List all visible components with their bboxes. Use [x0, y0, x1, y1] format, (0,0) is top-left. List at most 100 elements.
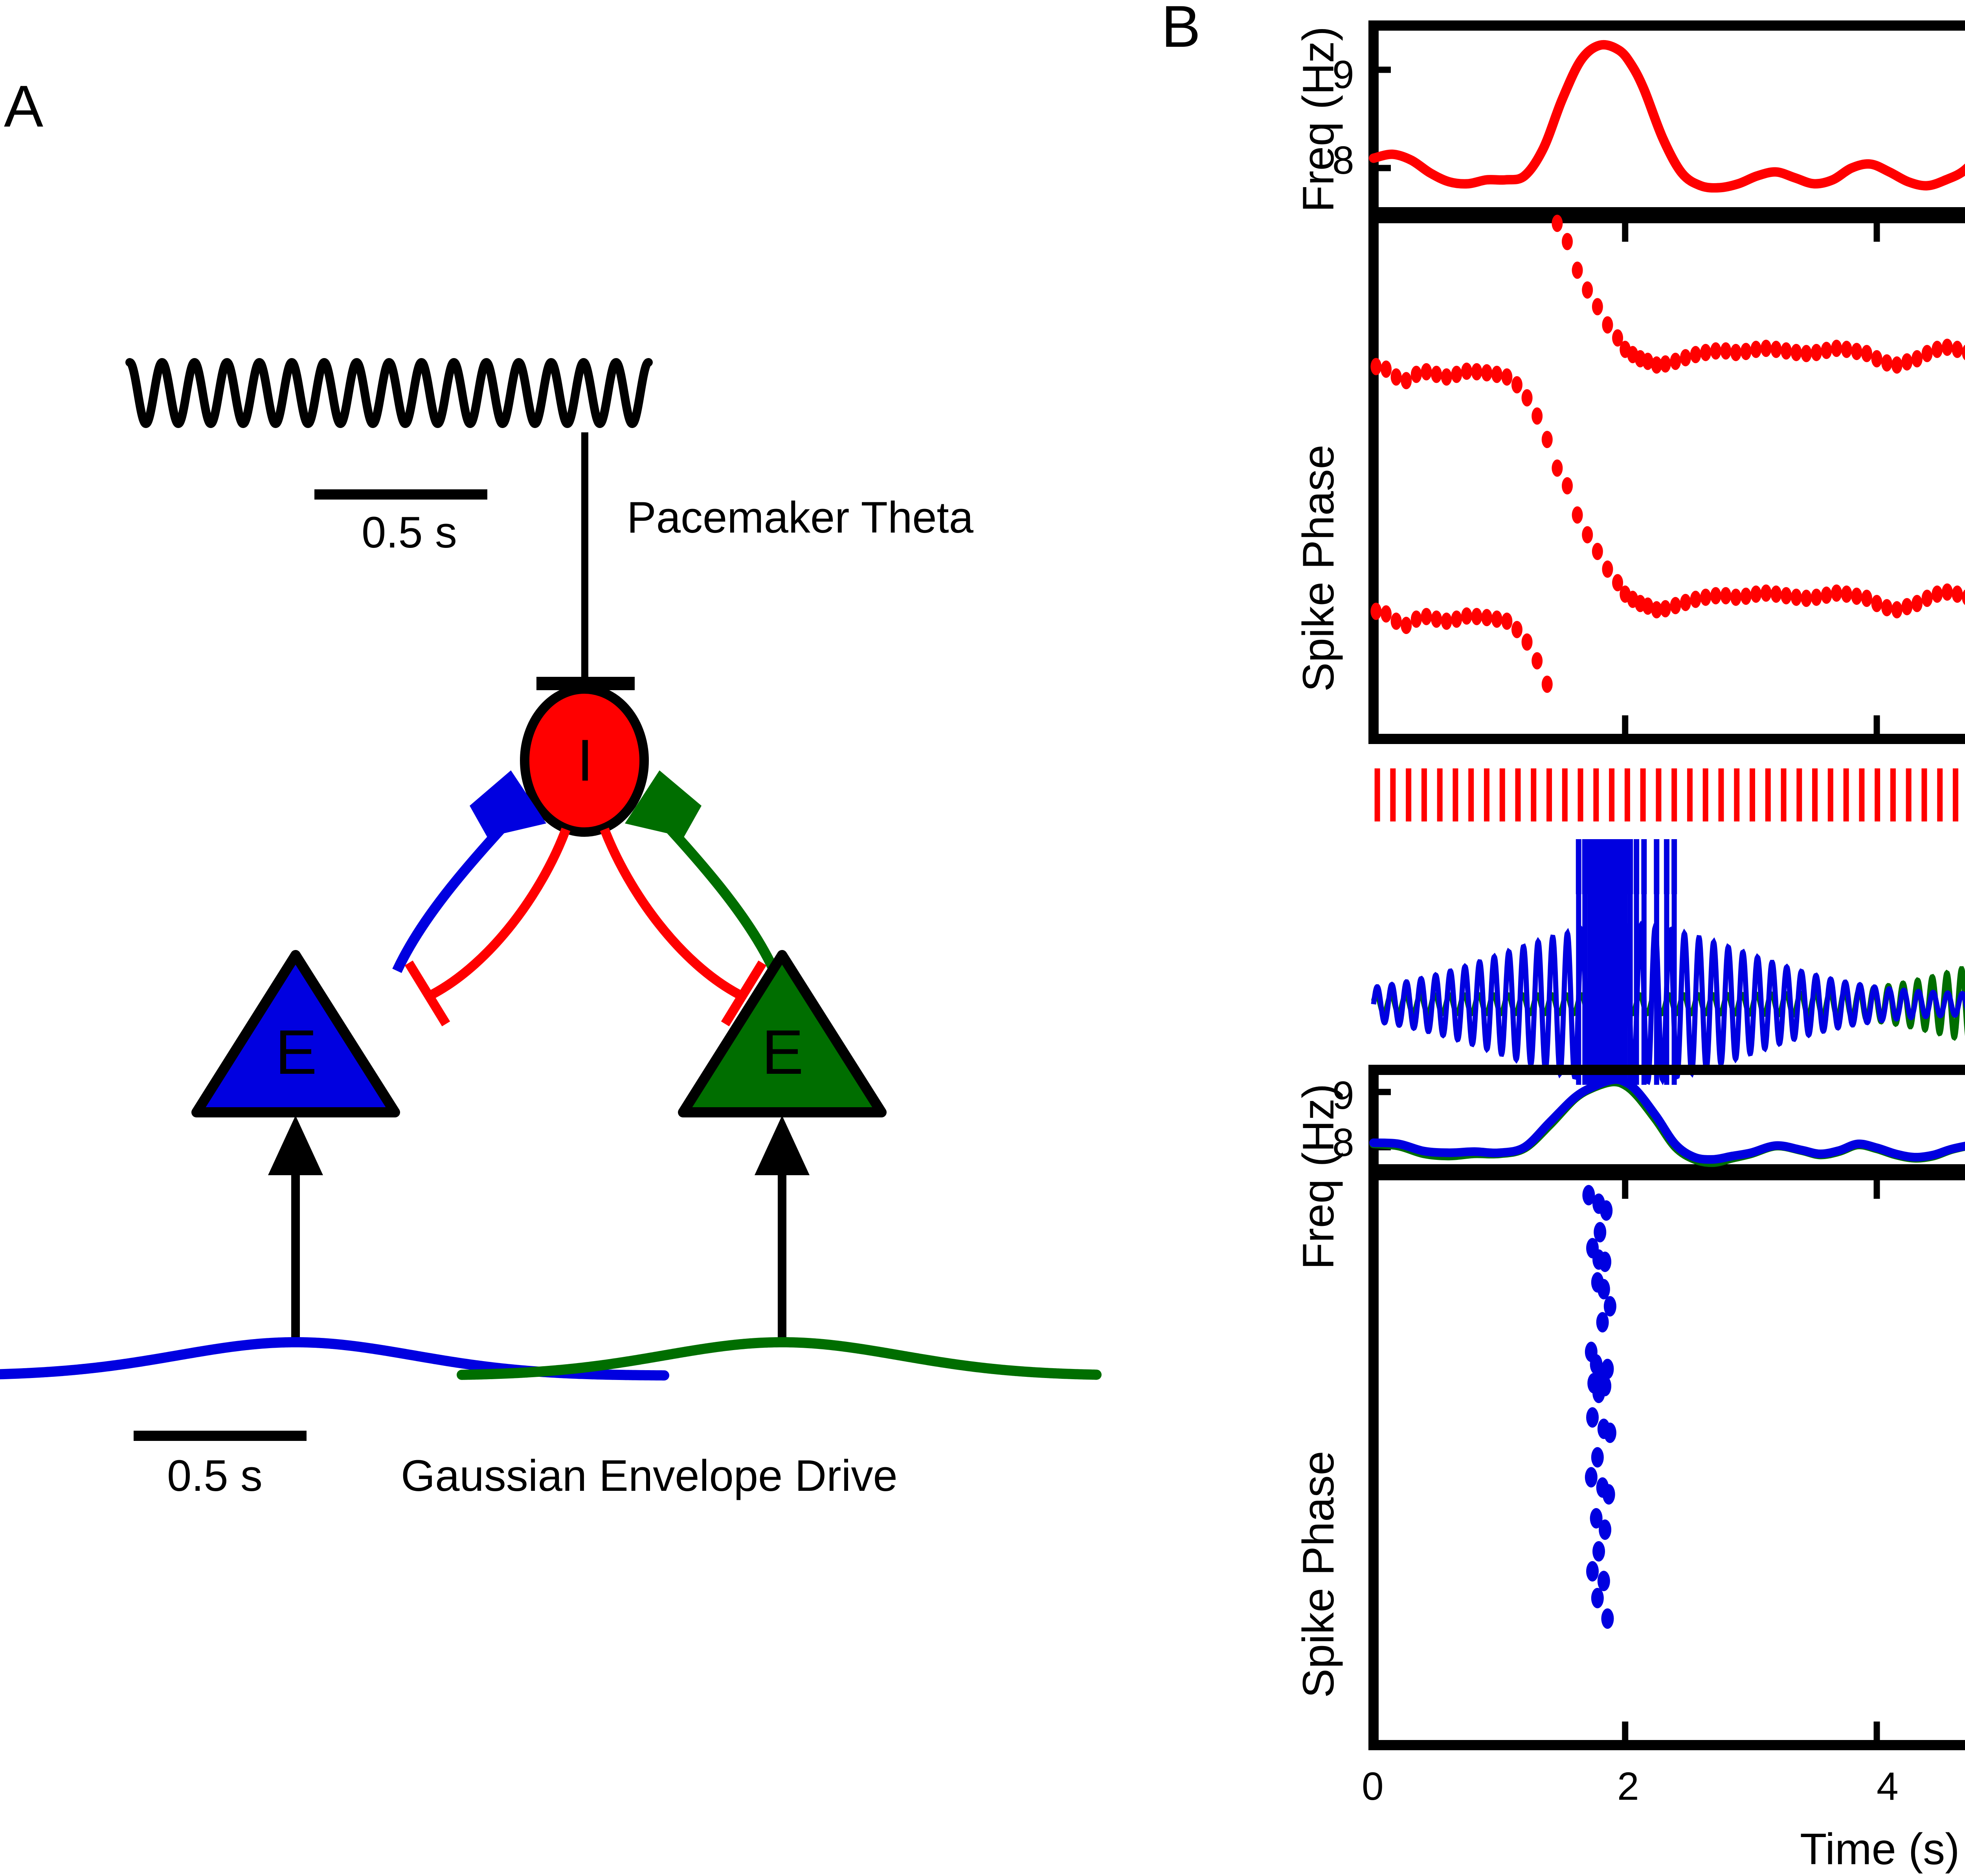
scatter-point: [1680, 593, 1691, 611]
scatter-point: [1821, 586, 1832, 604]
scatter-point: [1501, 368, 1513, 386]
freq-red-axes: [1368, 20, 1965, 217]
inhibitory-right-terminal-bar: [721, 960, 767, 1027]
scatter-point: [1600, 1200, 1613, 1221]
scatter-point: [1941, 338, 1953, 356]
scatter-point: [1841, 585, 1852, 603]
freq-red-ytick-8: 8: [1332, 138, 1354, 182]
scatter-point: [1431, 610, 1442, 628]
scatter-point: [1602, 316, 1613, 334]
pacemaker-theta-waveform: [125, 358, 653, 428]
scatter-point: [1871, 350, 1882, 367]
scatter-point: [1461, 362, 1472, 380]
scatter-point: [1770, 340, 1782, 358]
scatter-point: [1642, 597, 1653, 615]
scatter-point: [1642, 353, 1653, 370]
scatter-point: [1740, 343, 1752, 360]
scatter-point: [1410, 366, 1422, 383]
scatter-point: [1801, 590, 1812, 607]
scatter-point: [1591, 1447, 1604, 1468]
scatter-point: [1599, 1251, 1612, 1272]
spike-phase-red-series-1: [1370, 459, 1965, 693]
scatter-point: [1552, 215, 1563, 232]
scatter-point: [1720, 587, 1732, 605]
scatter-point: [1594, 1222, 1607, 1242]
scatter-point: [1750, 340, 1762, 358]
freq-bluegreen-ytick-8: 8: [1332, 1121, 1354, 1165]
excitatory-left-label: E: [275, 1017, 317, 1087]
xtick-2: 2: [1617, 1764, 1639, 1808]
scatter-point: [1491, 366, 1502, 383]
xtick-0: 0: [1362, 1764, 1384, 1808]
excitatory-left-terminal: [470, 770, 546, 837]
scatter-point: [1911, 595, 1923, 612]
scatter-point: [1660, 600, 1671, 617]
scatter-point: [1791, 588, 1802, 606]
scatter-point: [1861, 345, 1872, 362]
scatter-point: [1603, 1296, 1616, 1317]
spike-phase-bluegreen-axes: [1368, 1170, 1965, 1750]
scatter-point: [1891, 601, 1903, 619]
scatter-point: [1541, 431, 1553, 448]
scatter-point: [1592, 1541, 1605, 1562]
scatter-point: [1582, 1185, 1595, 1205]
scatter-point: [1811, 588, 1822, 606]
raster-interneuron-red: [1374, 768, 1958, 821]
freq-line-blue: [1369, 1075, 1965, 1164]
scatter-point: [1851, 587, 1862, 605]
gaussian-envelope-right: [457, 1337, 1102, 1380]
excitatory-neuron-left: [191, 950, 400, 1117]
xtick-4: 4: [1877, 1764, 1899, 1808]
scatter-point: [1481, 364, 1493, 382]
trace-ecell-blue: [1371, 920, 1965, 1089]
scalebar-top-label: 0.5 s: [362, 508, 457, 557]
scatter-point: [1932, 585, 1943, 603]
scatter-point: [1651, 601, 1662, 619]
scatter-point: [1572, 506, 1583, 524]
scatter-point: [1612, 574, 1623, 592]
scatter-point: [1961, 344, 1965, 360]
scatter-point: [1670, 597, 1681, 614]
scatter-point: [1690, 590, 1701, 608]
scatter-point: [1791, 344, 1802, 361]
scatter-point: [1841, 340, 1852, 358]
scatter-point: [1770, 585, 1782, 603]
scatter-point: [1599, 1519, 1612, 1540]
scatter-point: [1760, 340, 1772, 357]
scatter-point: [1720, 342, 1732, 360]
scatter-point: [1532, 407, 1543, 425]
scatter-point: [1760, 584, 1772, 602]
scatter-point: [1941, 583, 1953, 601]
scatter-point: [1597, 1571, 1610, 1591]
scatter-point: [1590, 1508, 1603, 1529]
scatter-point: [1603, 1422, 1616, 1443]
scatter-point: [1421, 608, 1432, 625]
inhibitory-left-terminal-bar: [404, 960, 450, 1027]
spike-phase-red-axes: [1368, 213, 1965, 744]
scatter-point: [1730, 344, 1741, 361]
scatter-point: [1831, 584, 1842, 602]
scatter-point: [1561, 233, 1573, 250]
scatter-point: [1582, 526, 1593, 544]
scatter-point: [1511, 376, 1522, 393]
scatter-point: [1586, 1561, 1599, 1582]
scatter-point: [1781, 587, 1792, 605]
scatter-point: [1410, 610, 1422, 628]
scatter-point: [1821, 342, 1832, 359]
scatter-point: [1552, 459, 1563, 477]
drive-arrow-right-head: [755, 1115, 810, 1175]
scatter-point: [1831, 340, 1842, 357]
scatter-point: [1491, 610, 1502, 628]
scatter-point: [1592, 543, 1603, 560]
freq-bluegreen-ytick-9: 9: [1332, 1073, 1354, 1117]
scatter-point: [1781, 342, 1792, 360]
scatter-point: [1431, 366, 1442, 383]
panel-a-diagram: [0, 358, 1102, 1381]
scatter-point: [1921, 590, 1933, 607]
scatter-point: [1521, 633, 1533, 651]
scatter-point: [1597, 1279, 1610, 1299]
scatter-point: [1911, 350, 1923, 367]
scatter-point: [1451, 366, 1462, 383]
scatter-point: [1585, 1467, 1598, 1488]
